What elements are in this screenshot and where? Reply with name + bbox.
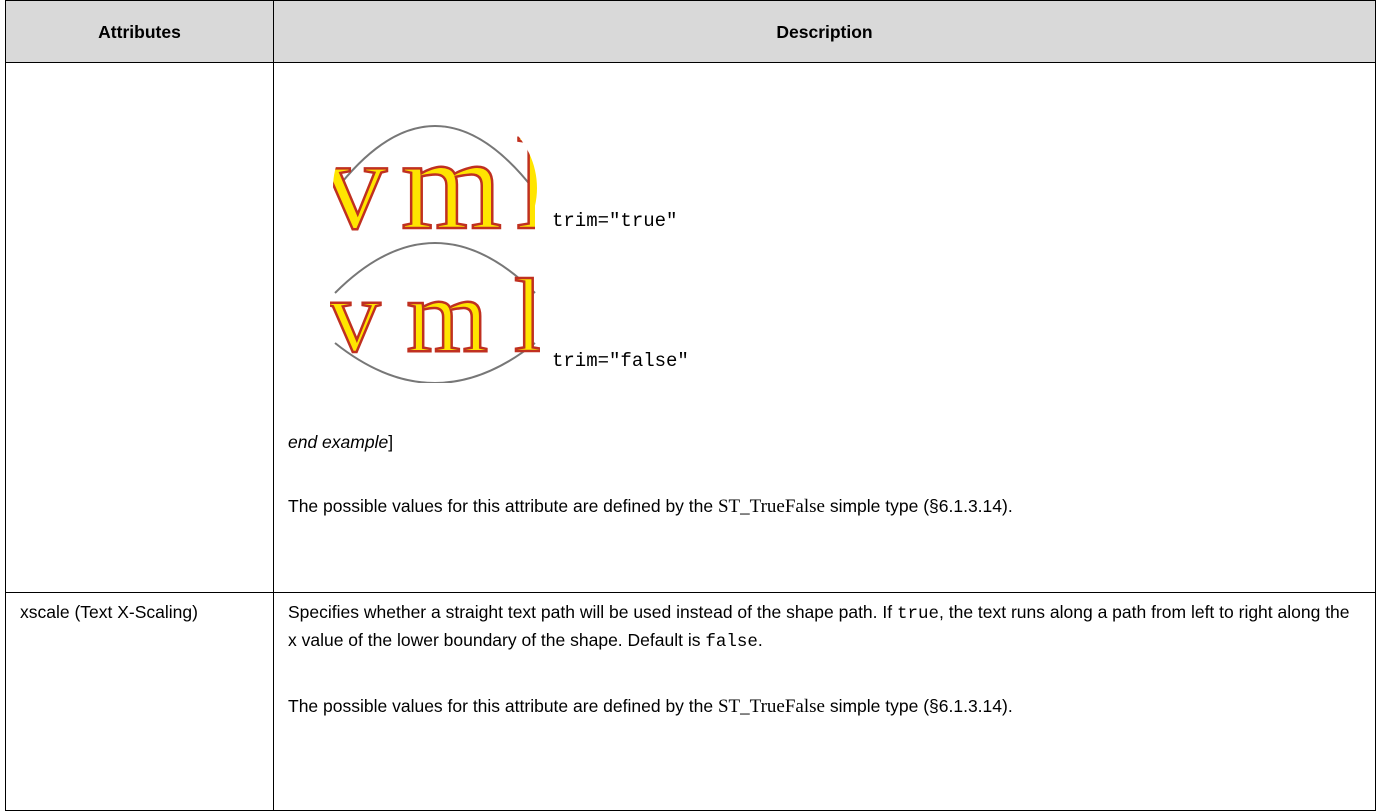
- text: The possible values for this attribute a…: [288, 696, 718, 716]
- text: simple type (§6.1.3.14).: [824, 496, 1013, 516]
- description: Specifies whether a straight text path w…: [288, 599, 1361, 655]
- header-row: Attributes Description: [5, 0, 1376, 63]
- vml-trim-true-image: vml: [330, 112, 540, 236]
- code: false: [705, 632, 758, 652]
- svg-text:vml: vml: [330, 113, 540, 236]
- description-cell: Specifies whether a straight text path w…: [273, 592, 1376, 811]
- values-note: The possible values for this attribute a…: [288, 693, 1361, 720]
- text: .: [757, 630, 763, 650]
- attribute-name: xscale (Text X-Scaling): [20, 602, 198, 622]
- text: The possible values for this attribute a…: [288, 496, 718, 516]
- example-caption: trim="true": [552, 210, 678, 232]
- end-example-text: end example: [288, 432, 389, 452]
- table-row: vml vml trim="true" trim="false" end exa…: [5, 62, 1376, 593]
- type-name: ST_TrueFalse: [717, 696, 825, 717]
- text: simple type (§6.1.3.14).: [824, 696, 1013, 716]
- values-note: The possible values for this attribute a…: [288, 493, 1361, 520]
- attribute-cell: [5, 62, 274, 593]
- description-cell: vml vml trim="true" trim="false" end exa…: [273, 62, 1376, 593]
- text: , the text runs along a path from left t…: [288, 602, 1350, 650]
- vml-trim-false-image: vml: [330, 242, 540, 383]
- header-cell: Description: [273, 0, 1376, 63]
- code: true: [896, 604, 939, 624]
- end-bracket: ]: [388, 432, 394, 452]
- svg-text:vml: vml: [330, 257, 540, 374]
- attribute-cell: xscale (Text X-Scaling): [5, 592, 274, 811]
- header-cell: Attributes: [5, 0, 274, 63]
- type-name: ST_TrueFalse: [717, 496, 825, 517]
- attribute-table: Attributes Description vml vml trim="tru…: [5, 0, 1376, 811]
- text: Specifies whether a straight text path w…: [288, 602, 897, 622]
- example-caption: trim="false": [552, 350, 689, 372]
- table-row: xscale (Text X-Scaling) Specifies whethe…: [5, 592, 1376, 811]
- end-example: end example]: [288, 429, 1361, 455]
- example-figures: vml vml trim="true" trim="false": [288, 63, 1361, 403]
